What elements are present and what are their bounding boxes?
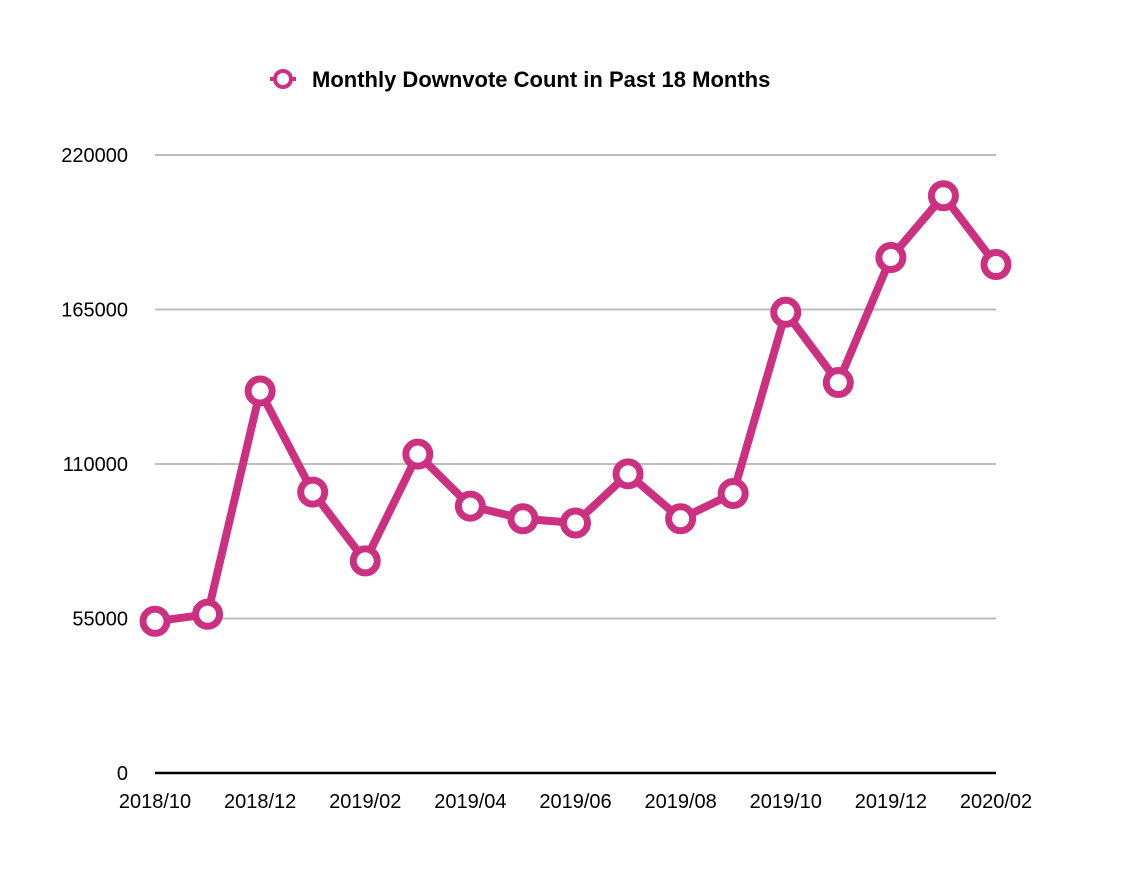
y-tick-label: 55000	[72, 609, 128, 631]
data-point	[822, 367, 854, 399]
data-point	[402, 438, 434, 470]
data-point	[665, 503, 697, 535]
y-tick-label: 0	[117, 763, 128, 785]
x-tick-label: 2019/10	[750, 791, 822, 813]
data-point	[612, 458, 644, 490]
series-downvotes	[139, 180, 1012, 637]
legend-circle-marker	[273, 69, 293, 89]
data-point	[507, 503, 539, 535]
x-tick-label: 2019/04	[434, 791, 506, 813]
x-tick-label: 2019/08	[644, 791, 716, 813]
legend-label: Monthly Downvote Count in Past 18 Months	[312, 67, 770, 92]
y-tick-label: 220000	[61, 145, 128, 167]
x-tick-label: 2019/06	[539, 791, 611, 813]
legend: Monthly Downvote Count in Past 18 Months	[270, 67, 770, 92]
data-point	[297, 476, 329, 508]
x-axis-tick-labels: 2018/10 2018/12 2019/02 2019/04 2019/06 2019/…	[119, 791, 1032, 813]
data-point	[349, 545, 381, 577]
data-point	[875, 242, 907, 274]
data-point	[770, 296, 802, 328]
x-tick-label: 2018/12	[224, 791, 296, 813]
data-point	[139, 605, 171, 637]
series-line	[151, 191, 1000, 626]
gridlines	[155, 154, 996, 775]
data-point	[927, 180, 959, 212]
x-tick-label: 2018/10	[119, 791, 191, 813]
data-point	[192, 598, 224, 630]
y-tick-label: 110000	[63, 454, 128, 476]
x-tick-label: 2019/02	[329, 791, 401, 813]
y-tick-label: 165000	[61, 300, 128, 322]
data-point	[717, 477, 749, 509]
data-point	[454, 490, 486, 522]
x-tick-label: 2019/12	[855, 791, 927, 813]
y-axis-tick-labels: 0 55000 110000 165000 220000	[61, 145, 128, 785]
x-tick-label: 2020/02	[960, 791, 1032, 813]
data-point	[560, 507, 591, 539]
data-point	[980, 249, 1012, 281]
data-point	[244, 375, 276, 407]
